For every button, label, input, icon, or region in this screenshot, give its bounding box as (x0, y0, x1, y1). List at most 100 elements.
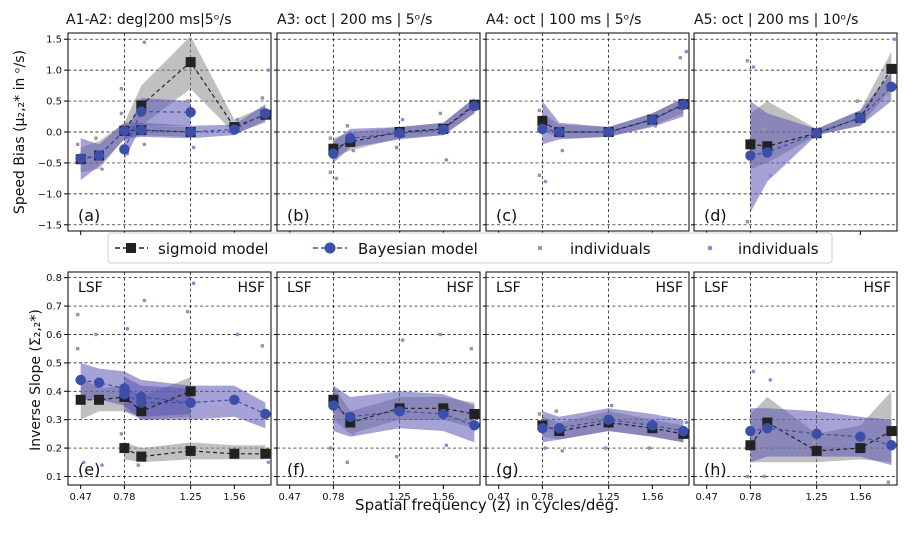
legend-frame (107, 232, 833, 264)
bayesian-point (855, 431, 866, 442)
hsf-label: HSF (864, 280, 891, 296)
individual-point (560, 148, 565, 153)
individual-point (886, 480, 891, 484)
individual-point (351, 432, 356, 436)
bayesian-point (229, 124, 240, 135)
sigmoid-point (886, 63, 897, 74)
bayesian-point (438, 124, 449, 135)
individual-point (653, 124, 658, 128)
panel-7: 0.47 0.78 1.25 1.56 (g) LSF HSF (483, 271, 690, 503)
individual-point (400, 338, 405, 342)
sigmoid-point (745, 139, 756, 150)
bayesian-point (136, 124, 147, 136)
individual-point (855, 99, 860, 103)
bayesian-point (811, 428, 822, 440)
individual-point (185, 99, 190, 103)
sigmoid-point (185, 445, 196, 456)
panel-letter: (a) (78, 206, 100, 225)
legend-individuals-sigmoid-marker (538, 246, 542, 250)
bayesian-point (647, 420, 658, 431)
y-tick-label: 0.1 (46, 472, 62, 483)
bayesian-point (603, 126, 614, 138)
y-tick-label: 0.2 (46, 444, 62, 455)
individual-point (438, 332, 443, 337)
legend-individuals-bayesian-marker (707, 245, 713, 251)
y-tick-label: 0.3 (46, 415, 62, 426)
x-tick-label: 1.25 (389, 492, 411, 503)
sigmoid-point (469, 409, 480, 419)
bayesian-line-4 (124, 393, 191, 404)
sigmoid-point (345, 417, 356, 428)
sigmoid-point (260, 448, 271, 459)
x-tick-label: 0.78 (113, 492, 135, 503)
sigmoid-point (762, 141, 773, 152)
bayesian-point (394, 405, 405, 417)
panel-title: A5: oct | 200 ms | 10ᵒ/s (694, 12, 858, 28)
sigmoid-point (185, 386, 196, 397)
individual-point (886, 93, 891, 97)
individual-point (185, 310, 190, 314)
top-y-axis-label: Speed Bias (μ₂,₂* in ᵒ/s) (12, 50, 28, 214)
sigmoid-point (136, 406, 147, 417)
bayesian-point (678, 99, 689, 110)
y-tick-label: 0.7 (46, 302, 62, 313)
y-tick-label: 0.5 (46, 358, 62, 369)
individual-point (266, 460, 271, 465)
sigmoid-point (119, 443, 130, 454)
legend-bayesian-label: Bayesian model (358, 240, 478, 258)
individual-point (260, 344, 265, 348)
sigmoid-point (811, 445, 822, 456)
sigmoid-line-2 (124, 447, 266, 458)
individual-point (609, 403, 614, 408)
individual-point (191, 281, 196, 286)
individual-point (75, 346, 80, 351)
x-tick-label: 0.47 (696, 492, 718, 503)
sigmoid-point (136, 100, 147, 111)
legend-individuals-bayesian-label: individuals (738, 240, 819, 258)
hsf-label: HSF (447, 280, 474, 296)
individual-point (811, 440, 816, 445)
bayesian-point (762, 423, 773, 434)
x-tick-label: 1.56 (641, 492, 663, 503)
individual-point (142, 298, 147, 303)
individual-point (328, 170, 333, 174)
individual-point (469, 346, 474, 351)
individual-point (125, 327, 130, 331)
lsf-label: LSF (496, 280, 521, 296)
plot-frame (693, 271, 898, 486)
individual-point (81, 164, 86, 168)
individual-point (394, 454, 399, 459)
y-tick-label: −1.0 (38, 189, 62, 200)
y-tick-label: 0.5 (46, 97, 62, 108)
panel-8: 0.47 0.78 1.25 1.56 (h) LSF HSF (691, 271, 898, 503)
sigmoid-point (537, 115, 548, 126)
individual-point (136, 463, 141, 467)
sigmoid-line-1 (750, 68, 892, 147)
individual-point (345, 124, 350, 128)
bayesian-point (537, 123, 548, 135)
bayesian-point (647, 114, 658, 125)
bayesian-point (185, 397, 196, 408)
individual-point (762, 474, 767, 479)
individual-point (75, 312, 80, 317)
individual-point (100, 167, 104, 171)
panel-letter: (g) (496, 460, 519, 479)
sigmoid-point (229, 448, 240, 459)
y-tick-label: 0.4 (46, 387, 62, 398)
x-tick-label: 0.47 (279, 492, 301, 503)
bayesian-point (185, 107, 196, 118)
bayesian-point (185, 126, 196, 138)
sigmoid-point (886, 426, 897, 437)
legend-bayesian-marker (324, 242, 336, 254)
hsf-label: HSF (238, 280, 265, 296)
individual-point (543, 179, 548, 184)
x-tick-label: 0.78 (531, 492, 553, 503)
panel-4: (d) A5: oct | 200 ms | 10ᵒ/s (691, 12, 898, 235)
individual-point (647, 446, 652, 450)
bayesian-point (136, 397, 147, 408)
bayesian-point (75, 153, 86, 164)
bottom-y-axis-label: Inverse Slope (Σ₂,₂*) (28, 309, 44, 451)
plot-area (486, 272, 689, 485)
individual-point (537, 108, 542, 113)
